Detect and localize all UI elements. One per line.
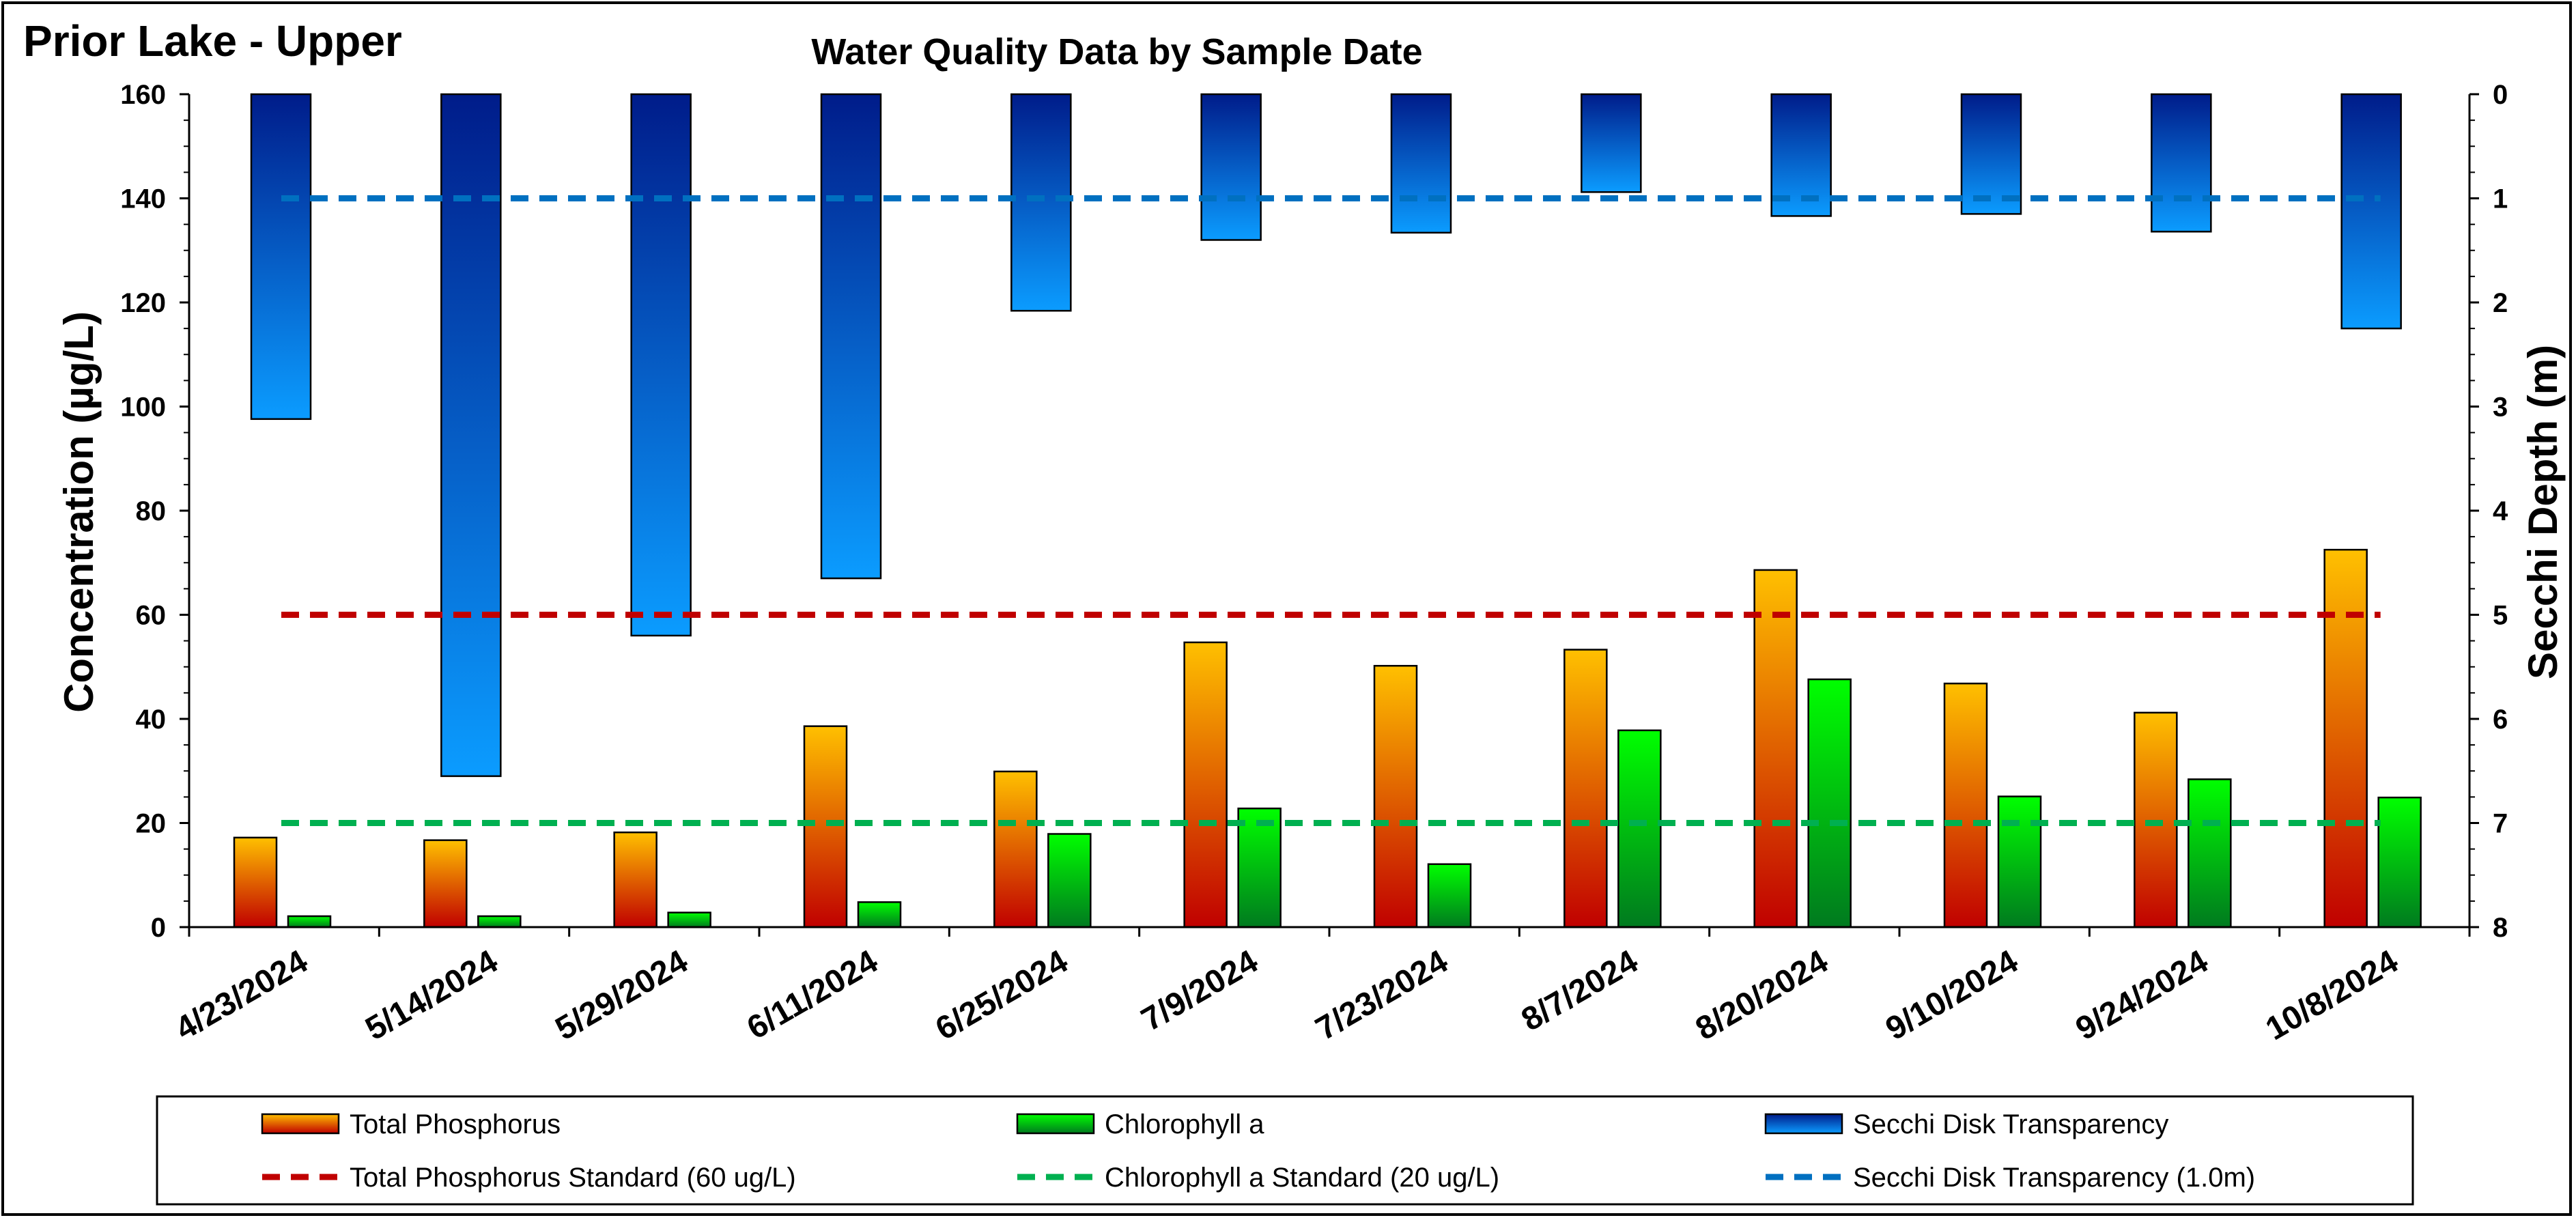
secchi-bar — [630, 93, 692, 637]
total-phosphorus-bar — [1183, 641, 1228, 928]
x-tick-label: 5/29/2024 — [550, 943, 694, 1047]
chlorophyll-bar — [1807, 678, 1852, 928]
secchi-bar — [820, 93, 882, 580]
chart-title: Water Quality Data by Sample Date — [811, 31, 1422, 72]
secchi-bar — [1010, 93, 1072, 312]
right-tick-label: 3 — [2493, 393, 2508, 423]
left-axis-label: Concentration (µg/L) — [56, 311, 102, 713]
reference-lines-layer — [281, 195, 2381, 826]
legend-label: Secchi Disk Transparency — [1853, 1109, 2168, 1139]
right-tick-label: 7 — [2493, 809, 2508, 839]
left-tick-label: 100 — [120, 393, 166, 423]
secchi-bar — [2151, 93, 2212, 233]
legend-box — [156, 1095, 2414, 1206]
chlorophyll-bar — [287, 915, 332, 928]
right-tick-label: 4 — [2493, 496, 2508, 526]
right-tick-label: 1 — [2493, 184, 2508, 214]
left-tick-label: 80 — [136, 496, 167, 526]
total-phosphorus-bar — [1943, 682, 1988, 928]
total-phosphorus-bar — [993, 770, 1038, 928]
bars-layer — [233, 93, 2422, 928]
x-tick-label: 9/10/2024 — [1880, 943, 2024, 1047]
chlorophyll-bar — [857, 901, 902, 928]
x-tick-label: 5/14/2024 — [360, 943, 505, 1047]
chlorophyll-bar — [2377, 796, 2422, 928]
legend-label: Total Phosphorus — [350, 1109, 561, 1139]
total-phosphorus-bar — [803, 725, 848, 928]
total-phosphorus-bar — [423, 839, 468, 928]
legend-items: Total Phosphorus Chlorophyll a Secchi Disk… — [261, 1109, 2255, 1193]
right-tick-label: 2 — [2493, 288, 2508, 318]
secchi-bar — [250, 93, 312, 421]
chlorophyll-bar — [1047, 833, 1092, 928]
secchi-bar — [440, 93, 502, 778]
legend-label: Chlorophyll a — [1105, 1109, 1264, 1139]
left-tick-label: 0 — [151, 913, 166, 943]
legend: Total Phosphorus Chlorophyll a Secchi Disk… — [156, 1095, 2414, 1206]
x-tick-label: 6/11/2024 — [741, 943, 884, 1046]
chlorophyll-bar — [1427, 863, 1472, 928]
legend-swatch — [1016, 1113, 1095, 1135]
chlorophyll-bar — [1237, 807, 1282, 928]
site-title: Prior Lake - Upper — [23, 16, 402, 66]
x-tick-label: 10/8/2024 — [2260, 943, 2405, 1047]
secchi-bar — [2340, 93, 2402, 330]
left-tick-label: 40 — [136, 705, 167, 735]
total-phosphorus-bar — [1563, 649, 1608, 928]
total-phosphorus-bar — [2323, 548, 2368, 928]
left-tick-label: 60 — [136, 601, 167, 631]
chlorophyll-bar — [1617, 729, 1662, 928]
legend-swatch — [1764, 1113, 1843, 1135]
secchi-bar — [1390, 93, 1452, 234]
total-phosphorus-bar — [233, 836, 278, 928]
left-tick-label: 20 — [136, 809, 167, 839]
total-phosphorus-bar — [613, 831, 657, 928]
left-tick-label: 120 — [120, 288, 166, 318]
x-tick-label: 4/23/2024 — [169, 943, 314, 1047]
x-tick-label: 7/23/2024 — [1310, 943, 1454, 1047]
chlorophyll-bar — [477, 915, 522, 928]
x-tick-label: 8/20/2024 — [1690, 943, 1835, 1047]
legend-label: Chlorophyll a Standard (20 ug/L) — [1105, 1163, 1499, 1193]
right-axis-label: Secchi Depth (m) — [2520, 345, 2566, 679]
left-tick-label: 160 — [120, 80, 166, 110]
legend-swatch — [261, 1113, 340, 1135]
right-tick-label: 5 — [2493, 601, 2508, 631]
legend-label: Total Phosphorus Standard (60 ug/L) — [350, 1163, 796, 1193]
right-tick-label: 6 — [2493, 705, 2508, 735]
x-tick-label: 7/9/2024 — [1135, 943, 1264, 1038]
chlorophyll-bar — [1997, 795, 2042, 928]
x-tick-label: 9/24/2024 — [2070, 943, 2215, 1047]
secchi-bar — [1200, 93, 1262, 241]
total-phosphorus-bar — [1753, 569, 1798, 928]
secchi-bar — [1960, 93, 2022, 215]
left-tick-label: 140 — [120, 184, 166, 214]
total-phosphorus-bar — [2134, 711, 2178, 928]
right-tick-label: 0 — [2493, 80, 2508, 110]
x-tick-label: 8/7/2024 — [1516, 943, 1645, 1038]
chlorophyll-bar — [667, 911, 711, 928]
secchi-bar — [1581, 93, 1642, 193]
legend-label: Secchi Disk Transparency (1.0m) — [1853, 1163, 2255, 1193]
total-phosphorus-bar — [1373, 664, 1418, 928]
chlorophyll-bar — [2188, 778, 2232, 928]
x-tick-label: 6/25/2024 — [930, 943, 1075, 1047]
right-tick-label: 8 — [2493, 913, 2508, 943]
